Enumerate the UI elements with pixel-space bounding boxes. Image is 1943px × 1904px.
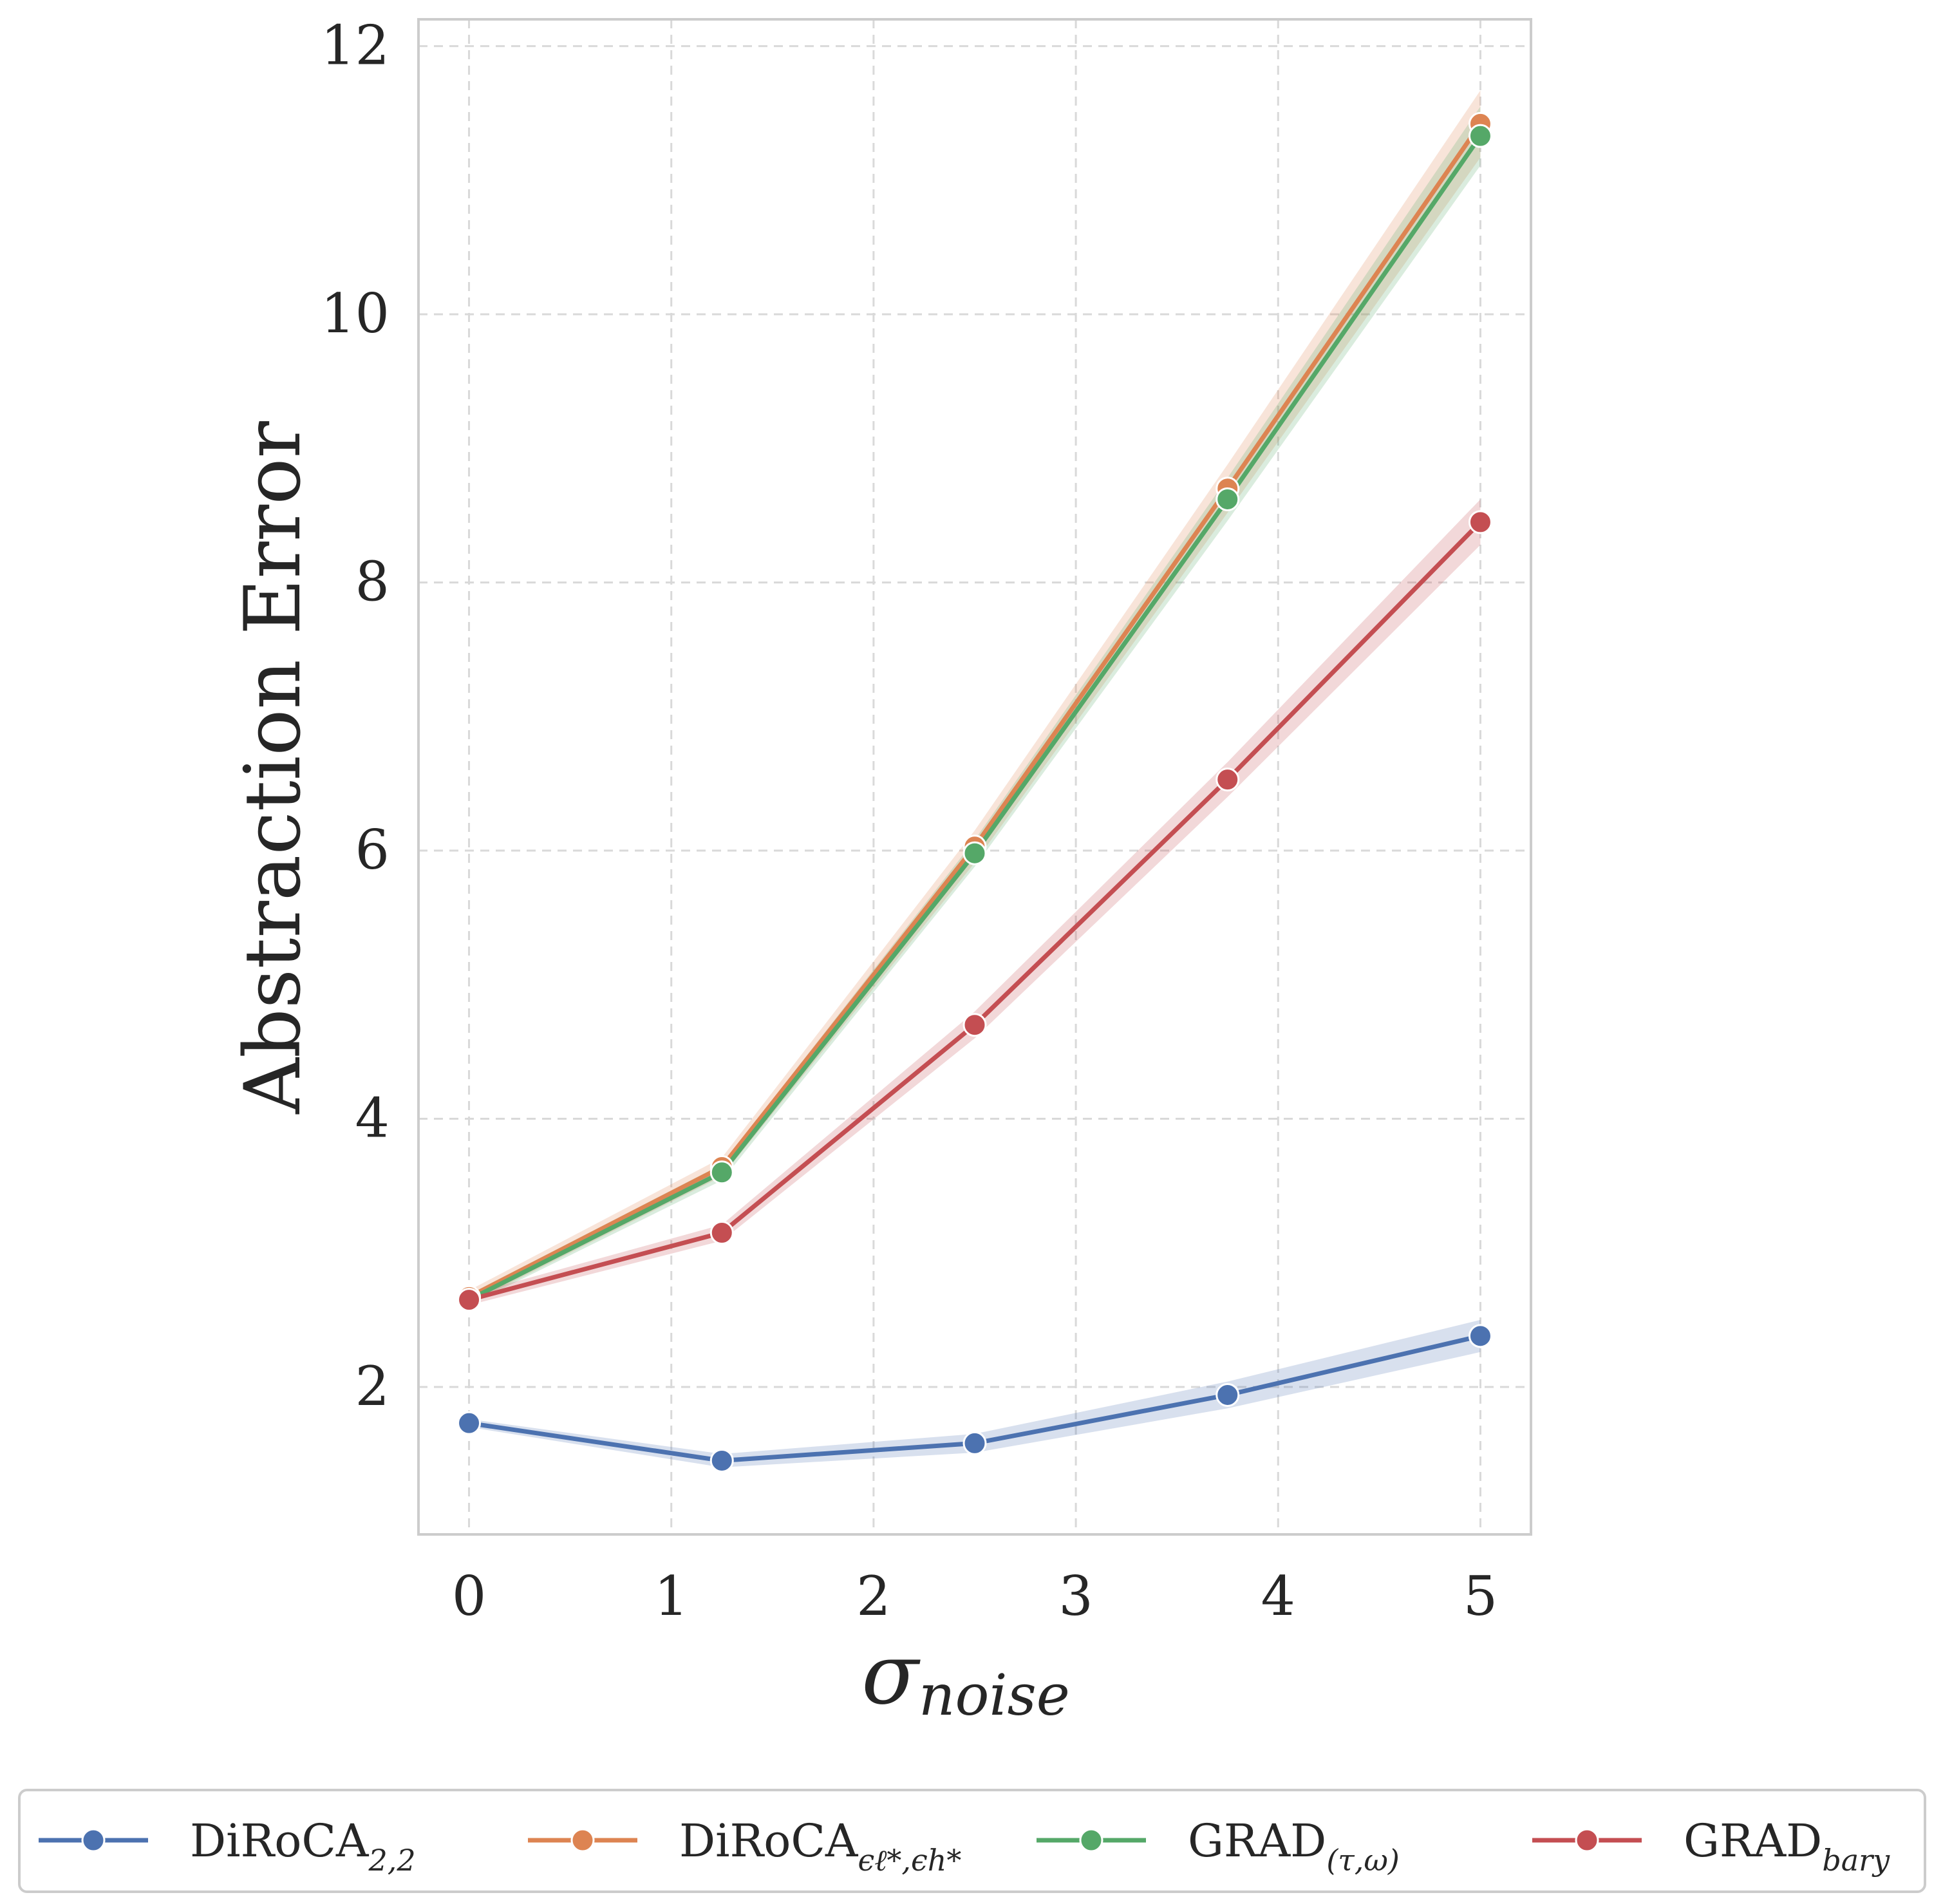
data-point (1468, 124, 1492, 148)
series-line-3 (468, 520, 1482, 1302)
data-point (962, 1431, 987, 1455)
data-point (1216, 487, 1240, 511)
legend-item-3: GRADbary (1532, 1814, 1890, 1878)
y-tick-label: 2 (355, 1355, 390, 1418)
data-point (1468, 1324, 1492, 1348)
legend-box (18, 1789, 1926, 1893)
data-point (1468, 510, 1492, 534)
data-point (962, 1013, 987, 1037)
series-band-1 (469, 90, 1481, 1304)
legend-label-subscript: (τ,ω) (1326, 1843, 1399, 1878)
legend-label: GRAD(τ,ω) (1188, 1814, 1400, 1878)
data-point (709, 1220, 734, 1245)
series-band-3 (469, 499, 1481, 1305)
legend-label-subscript: bary (1822, 1843, 1890, 1878)
series-line-2 (467, 135, 1483, 1302)
x-axis-subscript: noise (919, 1662, 1070, 1728)
legend-label-main: DiRoCA (679, 1814, 859, 1867)
legend-marker-icon (570, 1828, 595, 1852)
legend: DiRoCA2,2 DiRoCAϵℓ*,ϵh* GRAD(τ,ω) GRADbary (18, 1789, 1926, 1893)
data-point (1216, 768, 1240, 792)
legend-marker-icon (1575, 1828, 1599, 1852)
plot-frame (417, 18, 1532, 1536)
y-axis-title: Abstraction Error (229, 421, 318, 1115)
legend-label-main: GRAD (1188, 1814, 1326, 1867)
legend-marker-icon (1079, 1828, 1103, 1852)
x-tick-label: 0 (452, 1565, 486, 1628)
x-tick-label: 2 (856, 1565, 890, 1628)
legend-label-subscript: 2,2 (368, 1843, 415, 1878)
x-tick-label: 3 (1058, 1565, 1093, 1628)
data-point (962, 841, 987, 865)
data-point (457, 1411, 482, 1435)
legend-item-1: DiRoCAϵℓ*,ϵh* (528, 1814, 961, 1878)
y-tick-labels: 2 4 6 8 10 12 (321, 14, 390, 1418)
legend-label: DiRoCA2,2 (190, 1814, 416, 1878)
y-tick-label: 4 (355, 1086, 390, 1149)
x-tick-label: 5 (1463, 1565, 1497, 1628)
legend-label-main: GRAD (1684, 1814, 1822, 1867)
x-tick-labels: 0 1 2 3 4 5 (452, 1565, 1497, 1628)
legend-marker-icon (81, 1828, 106, 1852)
data-point (1216, 1382, 1240, 1407)
legend-item-0: DiRoCA2,2 (39, 1814, 416, 1878)
legend-label: DiRoCAϵℓ*,ϵh* (679, 1814, 961, 1878)
series-band-2 (469, 106, 1481, 1305)
y-tick-label: 8 (355, 551, 390, 614)
grid-lines (418, 19, 1531, 1534)
x-axis-symbol: σ (861, 1625, 921, 1723)
y-tick-label: 6 (355, 818, 390, 881)
data-point (457, 1288, 482, 1312)
data-point (709, 1448, 734, 1473)
data-point (709, 1160, 734, 1185)
y-tick-label: 12 (321, 14, 390, 77)
legend-item-2: GRAD(τ,ω) (1037, 1814, 1400, 1878)
series-line-1 (467, 122, 1483, 1299)
y-tick-label: 10 (321, 282, 390, 345)
data-points (457, 111, 1492, 1473)
x-axis-title: σnoise (861, 1625, 1070, 1728)
legend-label: GRADbary (1684, 1814, 1890, 1878)
legend-label-main: DiRoCA (190, 1814, 370, 1867)
x-tick-label: 4 (1261, 1565, 1295, 1628)
x-tick-label: 1 (654, 1565, 688, 1628)
legend-label-subscript: ϵℓ*,ϵh* (858, 1843, 961, 1878)
